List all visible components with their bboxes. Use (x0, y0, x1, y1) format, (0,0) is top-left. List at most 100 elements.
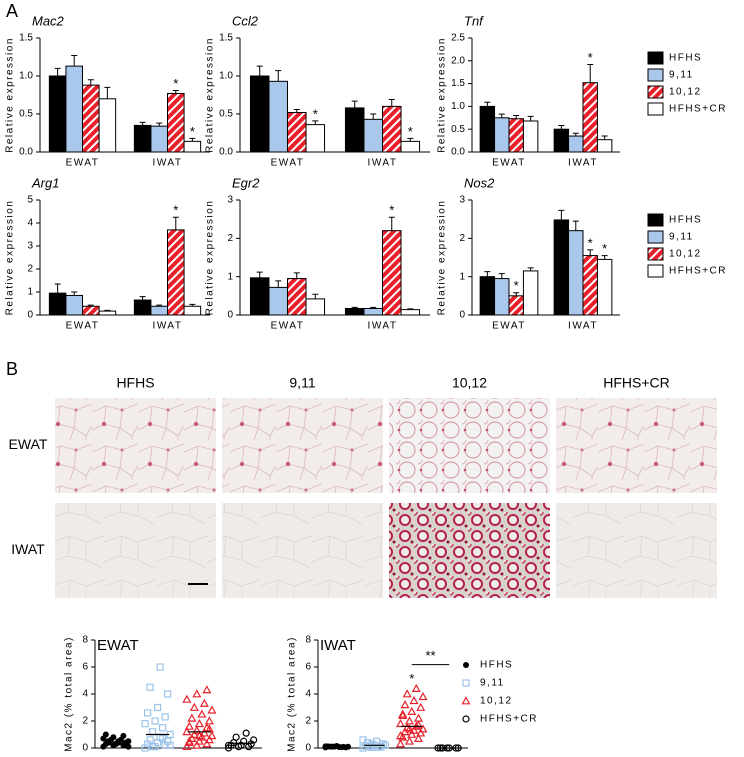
legend-swatch (647, 51, 664, 65)
point (322, 743, 329, 750)
y-tick-label: 2 (305, 716, 311, 727)
point (368, 740, 376, 748)
bar (479, 105, 496, 153)
bar (553, 128, 570, 153)
legend-label: 10,12 (669, 87, 702, 98)
point (416, 728, 426, 737)
x-tick-label: EWAT (66, 158, 100, 169)
point (144, 709, 152, 717)
point (207, 705, 217, 714)
significance: * (173, 203, 178, 218)
legend-label: HFHS+CR (669, 266, 727, 277)
chart-title: Nos2 (464, 175, 495, 190)
point (105, 738, 112, 745)
x-tick-label: EWAT (66, 321, 100, 332)
legend-swatch (647, 85, 664, 99)
bar (508, 295, 524, 316)
error-bar (484, 271, 491, 277)
panel-label: A (6, 1, 18, 21)
legend-swatch (647, 247, 664, 261)
point (202, 739, 212, 748)
bar (249, 75, 270, 153)
point (225, 741, 233, 749)
bar (65, 65, 84, 153)
error-bar (572, 132, 579, 137)
bar (479, 276, 496, 316)
y-tick-label: 1.5 (219, 33, 233, 44)
error-bar (513, 292, 520, 296)
y-tick-label: 1.0 (451, 101, 465, 112)
y-tick-label: 0 (459, 310, 465, 321)
point (418, 724, 428, 733)
panel-label: B (6, 359, 18, 379)
y-tick-label: 1.0 (19, 71, 33, 82)
point (149, 743, 157, 751)
bar (82, 84, 100, 153)
bar (400, 140, 421, 153)
x-tick-label: IWAT (568, 158, 598, 169)
error-bar (351, 306, 358, 309)
comparison-label: ** (425, 648, 435, 663)
y-axis-label: Relative expression (205, 37, 216, 153)
error-bar (558, 125, 565, 130)
bar (287, 111, 307, 153)
bar (596, 258, 613, 316)
error-bar (407, 308, 414, 310)
y-axis-label: Relative expression (437, 37, 448, 153)
y-tick-label: 0.5 (19, 109, 33, 120)
y-tick-label: 1 (459, 271, 465, 282)
y-tick-label: 2 (459, 233, 465, 244)
legend-label: HFHS (669, 53, 702, 64)
error-bar (87, 79, 94, 86)
chart-title: Arg1 (31, 175, 59, 190)
chart-title: IWAT (320, 637, 356, 654)
point (146, 736, 154, 744)
point (182, 694, 192, 703)
error-bar (312, 293, 319, 299)
point (398, 710, 408, 719)
point (413, 713, 424, 722)
point (125, 743, 132, 750)
row-label: IWAT (11, 541, 45, 557)
x-tick-label: IWAT (368, 158, 398, 169)
point (166, 741, 174, 749)
y-tick-label: 6 (305, 662, 311, 673)
bar (183, 305, 202, 316)
chart-title: Ccl2 (232, 13, 259, 28)
significance: * (408, 124, 413, 139)
error-bar (87, 304, 94, 307)
y-tick-label: 0 (227, 310, 233, 321)
micrograph (556, 398, 717, 493)
point (345, 743, 351, 750)
micrograph (389, 398, 550, 493)
error-bar (189, 137, 196, 142)
x-tick-label: IWAT (368, 321, 398, 332)
x-tick-label: IWAT (153, 321, 183, 332)
bar (596, 139, 613, 153)
column-label: 9,11 (289, 375, 315, 391)
bar (150, 305, 169, 316)
x-tick-label: IWAT (153, 158, 183, 169)
x-tick-label: IWAT (568, 321, 598, 332)
bar (98, 310, 117, 316)
significance: * (173, 76, 178, 91)
point (184, 736, 194, 745)
y-axis-label: Relative expression (5, 200, 16, 316)
y-tick-label: 0.0 (19, 147, 33, 158)
error-bar (256, 65, 263, 76)
y-tick-label: 1.5 (19, 33, 33, 44)
point (407, 729, 417, 738)
point (197, 709, 207, 718)
error-bar (370, 306, 377, 309)
y-tick-label: 2 (82, 716, 88, 727)
point (250, 736, 258, 744)
y-axis-label: Relative expression (437, 200, 448, 316)
error-bar (189, 303, 196, 307)
point (404, 716, 415, 725)
error-bar (71, 291, 78, 296)
point (402, 689, 412, 698)
point (413, 720, 424, 729)
y-tick-label: 8 (82, 635, 88, 646)
point (192, 689, 202, 698)
point (197, 732, 207, 741)
